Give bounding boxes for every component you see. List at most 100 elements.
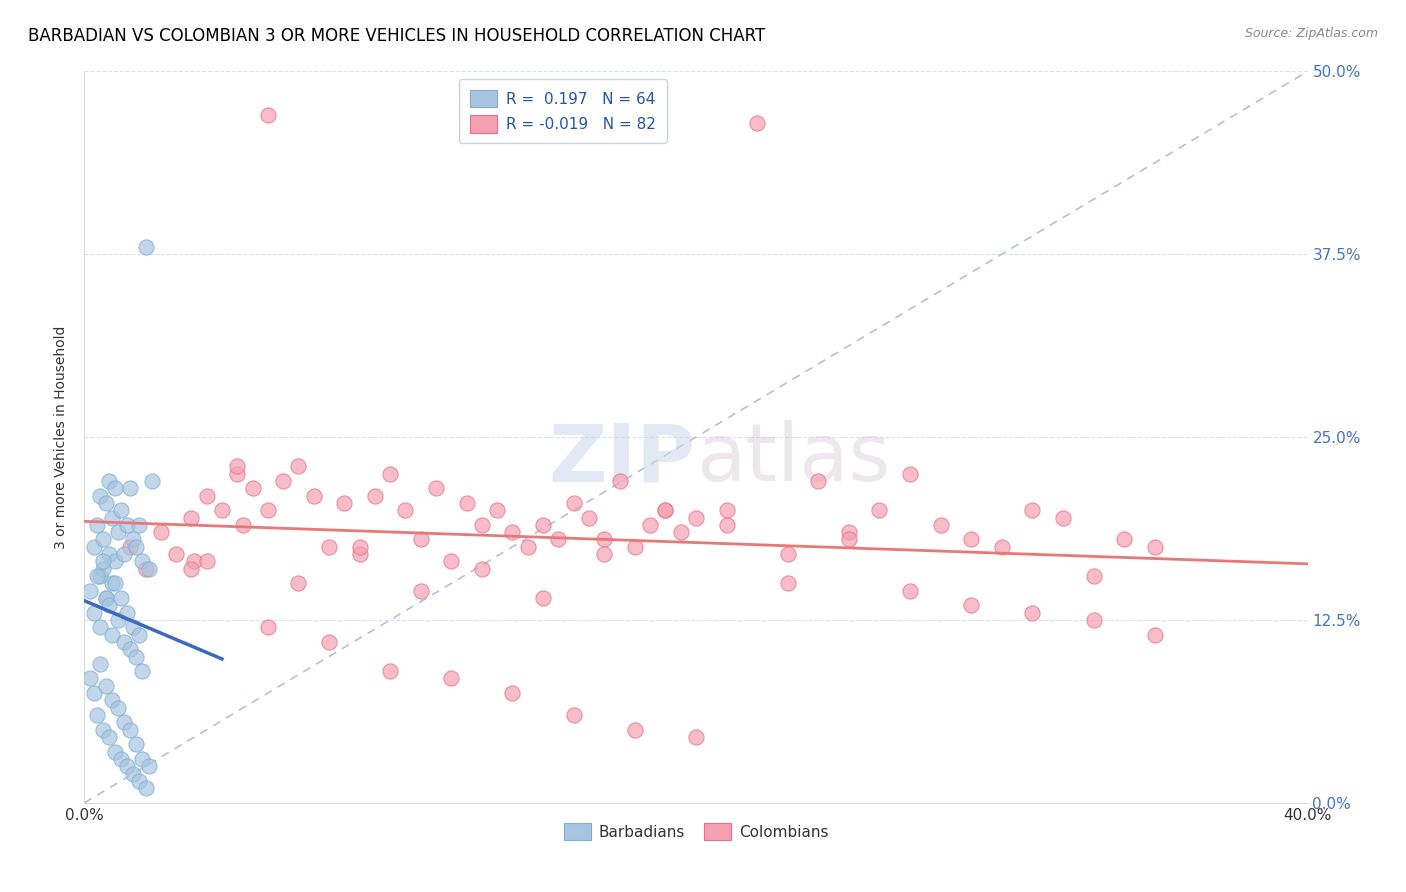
- Point: [1083, 569, 1105, 583]
- Point: [624, 540, 647, 554]
- Point: [257, 503, 280, 517]
- Point: [86, 517, 108, 532]
- Point: [97, 547, 120, 561]
- Point: [898, 467, 921, 481]
- Point: [287, 576, 309, 591]
- Point: [122, 620, 145, 634]
- Point: [79, 672, 101, 686]
- Point: [104, 745, 127, 759]
- Point: [91, 723, 114, 737]
- Point: [716, 517, 738, 532]
- Point: [211, 503, 233, 517]
- Point: [131, 664, 153, 678]
- Point: [128, 627, 150, 641]
- Point: [165, 547, 187, 561]
- Point: [89, 657, 111, 671]
- Point: [195, 489, 218, 503]
- Point: [112, 635, 135, 649]
- Point: [107, 613, 129, 627]
- Point: [960, 599, 983, 613]
- Text: Source: ZipAtlas.com: Source: ZipAtlas.com: [1244, 27, 1378, 40]
- Point: [183, 554, 205, 568]
- Point: [1114, 533, 1136, 547]
- Point: [929, 517, 952, 532]
- Point: [120, 723, 142, 737]
- Point: [83, 540, 105, 554]
- Point: [349, 547, 371, 561]
- Point: [110, 591, 132, 605]
- Point: [97, 599, 120, 613]
- Point: [776, 576, 799, 591]
- Point: [112, 715, 135, 730]
- Point: [257, 620, 280, 634]
- Point: [101, 627, 124, 641]
- Point: [609, 474, 631, 488]
- Point: [89, 620, 111, 634]
- Point: [104, 554, 127, 568]
- Point: [94, 591, 117, 605]
- Point: [776, 547, 799, 561]
- Point: [1143, 627, 1166, 641]
- Point: [97, 474, 120, 488]
- Point: [486, 503, 509, 517]
- Point: [1021, 503, 1043, 517]
- Point: [83, 686, 105, 700]
- Point: [107, 700, 129, 714]
- Point: [685, 510, 707, 524]
- Point: [131, 554, 153, 568]
- Point: [104, 576, 127, 591]
- Point: [425, 481, 447, 495]
- Point: [226, 467, 249, 481]
- Point: [380, 664, 402, 678]
- Point: [440, 672, 463, 686]
- Point: [516, 540, 538, 554]
- Point: [302, 489, 325, 503]
- Point: [838, 525, 860, 540]
- Point: [180, 562, 202, 576]
- Point: [138, 562, 160, 576]
- Point: [195, 554, 218, 568]
- Point: [333, 496, 356, 510]
- Point: [94, 591, 117, 605]
- Point: [531, 591, 554, 605]
- Point: [747, 115, 769, 129]
- Point: [271, 474, 294, 488]
- Point: [89, 489, 111, 503]
- Point: [1052, 510, 1074, 524]
- Legend: Barbadians, Colombians: Barbadians, Colombians: [558, 816, 834, 847]
- Point: [318, 540, 340, 554]
- Point: [128, 773, 150, 788]
- Point: [869, 503, 891, 517]
- Point: [135, 781, 157, 796]
- Point: [409, 533, 432, 547]
- Point: [79, 583, 101, 598]
- Point: [654, 503, 676, 517]
- Point: [456, 496, 478, 510]
- Point: [91, 562, 114, 576]
- Point: [624, 723, 647, 737]
- Point: [440, 554, 463, 568]
- Point: [287, 459, 309, 474]
- Point: [110, 503, 132, 517]
- Point: [807, 474, 830, 488]
- Point: [89, 569, 111, 583]
- Point: [131, 752, 153, 766]
- Point: [1143, 540, 1166, 554]
- Point: [125, 540, 148, 554]
- Point: [112, 547, 135, 561]
- Point: [83, 606, 105, 620]
- Point: [110, 752, 132, 766]
- Point: [86, 708, 108, 723]
- Point: [115, 517, 138, 532]
- Point: [104, 481, 127, 495]
- Point: [593, 533, 616, 547]
- Point: [115, 606, 138, 620]
- Point: [502, 525, 524, 540]
- Point: [562, 708, 585, 723]
- Point: [716, 503, 738, 517]
- Point: [638, 517, 661, 532]
- Point: [898, 583, 921, 598]
- Point: [141, 474, 163, 488]
- Point: [226, 459, 249, 474]
- Point: [685, 730, 707, 744]
